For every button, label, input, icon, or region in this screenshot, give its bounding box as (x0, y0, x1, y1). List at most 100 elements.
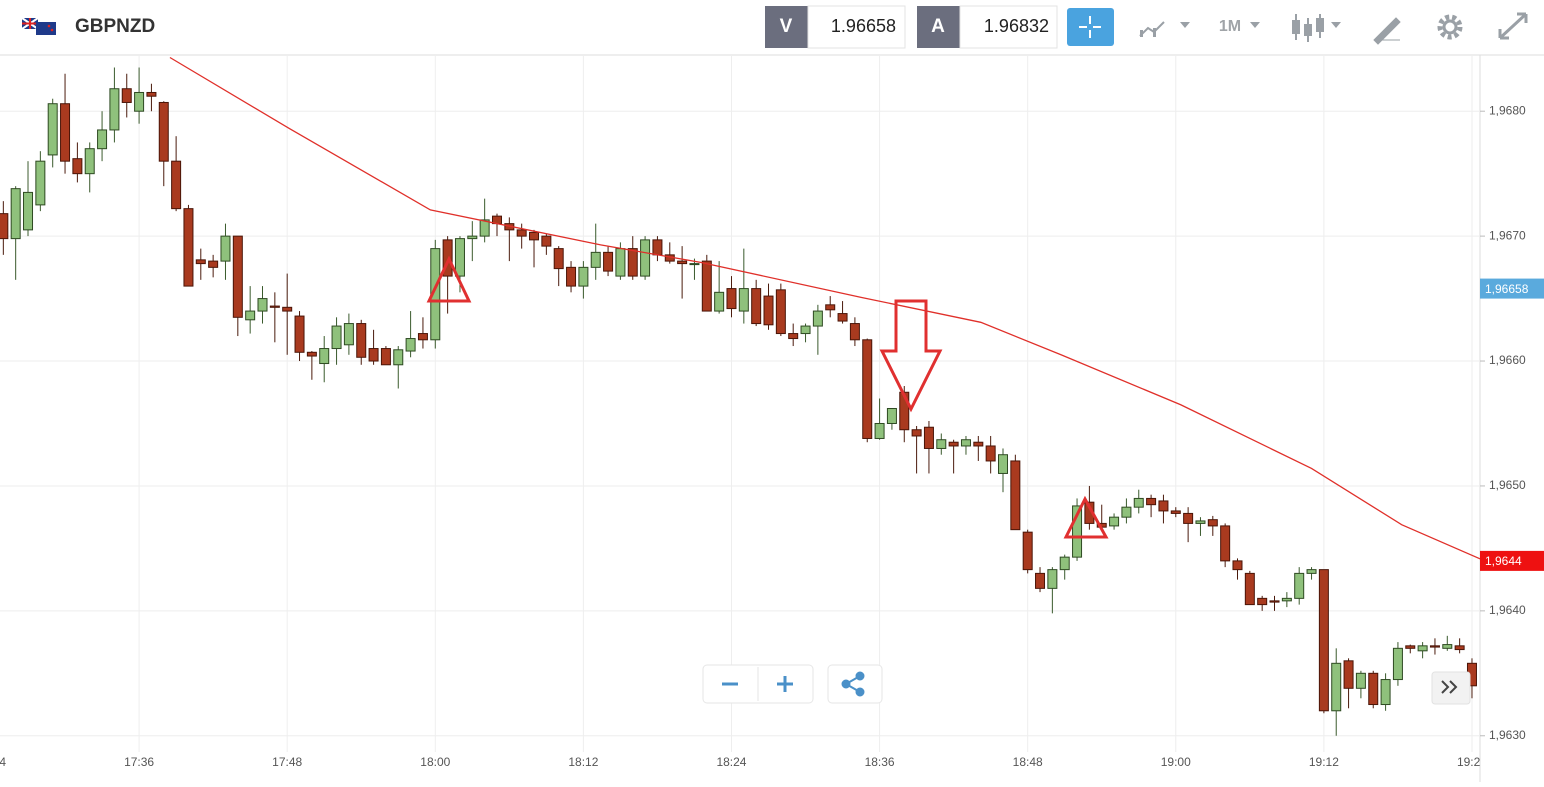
ask-box[interactable] (959, 5, 1058, 49)
candle-body (689, 263, 700, 266)
candle-body (516, 229, 527, 237)
candle-body (1343, 660, 1354, 689)
candle-body (948, 441, 959, 447)
candle-body (1220, 525, 1231, 562)
candle-body (1022, 531, 1033, 571)
candle-body (701, 260, 712, 312)
candle-body (1355, 672, 1366, 689)
moving-average-line (169, 56, 1480, 560)
candle-body (146, 91, 157, 97)
candle-body (1429, 645, 1440, 648)
candle-button[interactable] (1292, 14, 1341, 42)
candle-body (380, 348, 391, 366)
ask-price: 1.96832 (984, 16, 1049, 36)
timeframe[interactable]: 1M (1219, 18, 1241, 35)
candle-body (1368, 672, 1379, 706)
candle-body (590, 251, 601, 268)
candle-body (1380, 679, 1391, 706)
candle-body (343, 323, 354, 346)
y-axis: 1,9630 1,9640 1,9650 1,9660 1,9670 1,9680 1,96… (1480, 103, 1544, 742)
candle-body (393, 349, 404, 366)
candle-body (1244, 572, 1255, 606)
candle-body (368, 348, 379, 362)
candle-body (911, 429, 922, 437)
candle-body (812, 310, 823, 327)
candle-body (479, 219, 490, 237)
x-tick-label: 18:12 (568, 755, 598, 769)
candle-body (677, 260, 688, 265)
x-tick-label: 17:36 (124, 755, 154, 769)
candle-body (1454, 645, 1465, 651)
chart-type-button[interactable] (1139, 21, 1190, 37)
candle-body (751, 288, 762, 325)
symbol: GBPNZD (75, 16, 155, 37)
candle-body (47, 103, 58, 156)
crosshair-button[interactable] (1067, 8, 1114, 46)
y-tick-label: 1,9680 (1489, 103, 1526, 117)
up-triangle (1063, 495, 1109, 539)
x-tick-label: 19:24 (1457, 755, 1487, 769)
candle-body (1059, 556, 1070, 571)
candle-body (763, 295, 774, 326)
candle-body (566, 266, 577, 287)
scroll-end-button[interactable] (1441, 680, 1458, 694)
candle-body (1195, 520, 1206, 524)
candle-body (738, 288, 749, 312)
candle-body (788, 333, 799, 340)
candle-body (208, 260, 219, 268)
candle-body (319, 348, 330, 365)
candle-body (714, 291, 725, 312)
price-marker (1480, 550, 1544, 571)
candle-body (775, 289, 786, 335)
ask-label: A (931, 16, 945, 37)
candle-body (997, 454, 1008, 474)
candle-body (1035, 572, 1046, 589)
candle-body (1405, 645, 1416, 649)
candle-body (232, 235, 243, 318)
candle-body (1158, 500, 1169, 512)
candle-body (282, 306, 293, 312)
y-tick-label: 1,9650 (1489, 478, 1526, 492)
x-axis: 17:24 17:36 17:48 18:00 18:12 18:24 18:36 18:48… (0, 755, 1487, 769)
flag (21, 17, 56, 35)
candle-body (467, 235, 478, 240)
candle-body (825, 304, 836, 311)
candle-body (121, 88, 132, 103)
candle-body (862, 339, 873, 439)
candle-body (923, 426, 934, 449)
candle-body (269, 305, 280, 308)
candle-body (1170, 510, 1181, 514)
annotations (426, 255, 1109, 539)
candle-body (874, 422, 885, 439)
bid-box[interactable] (807, 5, 906, 49)
x-tick-label: 18:36 (865, 755, 895, 769)
drawing-tool-button[interactable] (1373, 17, 1401, 45)
candle-body (837, 313, 848, 322)
bid-badge (765, 6, 808, 48)
x-tick-label: 19:00 (1161, 755, 1191, 769)
fullscreen-button[interactable] (1498, 12, 1528, 40)
candle-body (72, 158, 83, 175)
down-arrow (879, 299, 943, 413)
candle-body (294, 315, 305, 353)
candle-body (84, 148, 95, 175)
candle-body (886, 407, 897, 424)
candle-body (331, 325, 342, 350)
settings-button[interactable] (1437, 14, 1463, 40)
candle-body (60, 103, 71, 162)
candle-body (800, 325, 811, 335)
y-tick-label: 1,9640 (1489, 603, 1526, 617)
candle-body (1442, 644, 1453, 649)
zoom-in[interactable] (777, 676, 793, 692)
bid-price: 1.96658 (831, 16, 896, 36)
candle-body (603, 251, 614, 272)
candle-body (1109, 516, 1120, 527)
candle-body (356, 323, 367, 358)
y-tick-label: 1,9660 (1489, 353, 1526, 367)
share-button[interactable] (841, 671, 865, 697)
candle-body (1133, 497, 1144, 508)
up-triangle (426, 255, 472, 303)
candle-body (973, 441, 984, 447)
candle-body (158, 101, 169, 162)
y-tick-label: 1,9630 (1489, 728, 1526, 742)
